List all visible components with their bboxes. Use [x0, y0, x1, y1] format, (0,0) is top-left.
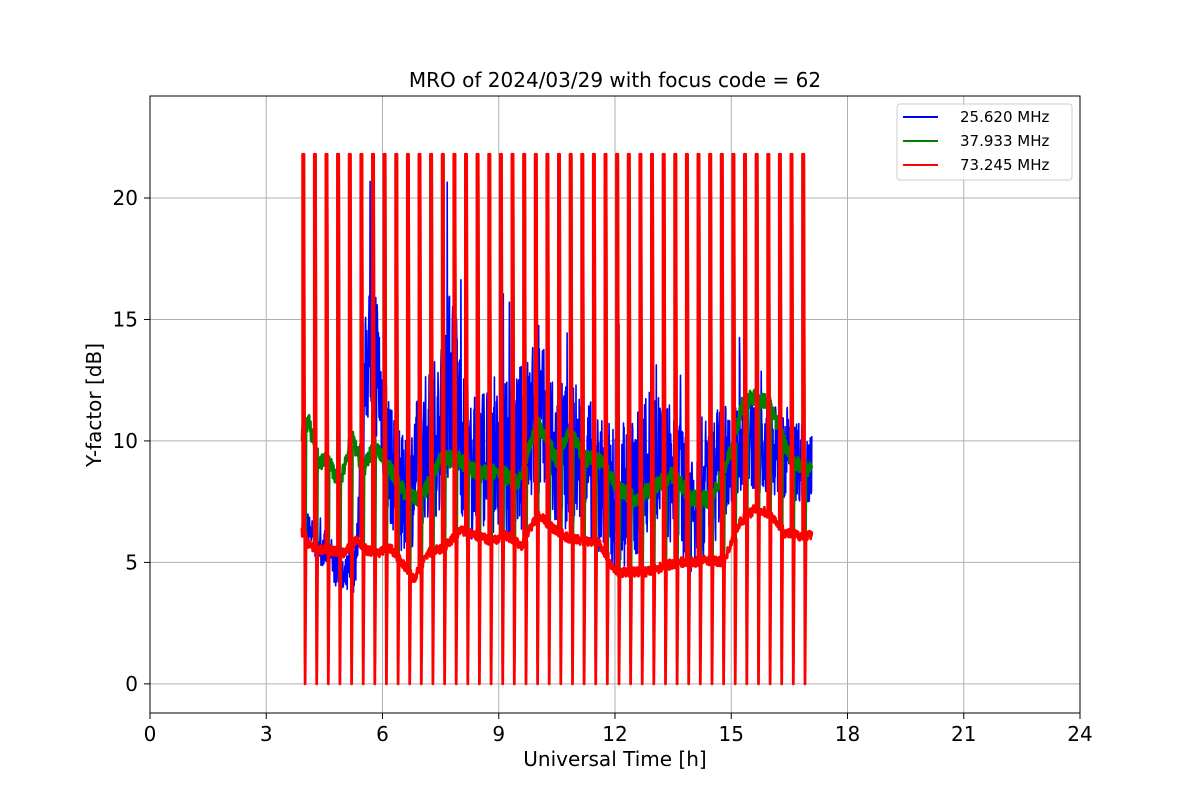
x-tick-label: 12 [602, 722, 627, 746]
y-tick-label: 5 [125, 550, 138, 574]
x-tick-label: 0 [144, 722, 157, 746]
legend-label-25620: 25.620 MHz [960, 108, 1049, 126]
series-line-73245 [300, 152, 814, 686]
x-tick-label: 21 [951, 722, 976, 746]
x-tick-label: 6 [376, 722, 389, 746]
y-tick-label: 10 [113, 429, 138, 453]
y-tick-label: 15 [113, 307, 138, 331]
series-layer [300, 152, 814, 686]
x-tick-label: 15 [719, 722, 744, 746]
chart-title: MRO of 2024/03/29 with focus code = 62 [409, 68, 821, 92]
legend-box [896, 103, 1073, 181]
x-tick-label: 24 [1067, 722, 1092, 746]
x-tick-label: 18 [835, 722, 860, 746]
legend-label-73245: 73.245 MHz [960, 156, 1049, 174]
x-axis-label: Universal Time [h] [523, 747, 706, 771]
x-tick-label: 9 [492, 722, 505, 746]
legend: 25.620 MHz 37.933 MHz 73.245 MHz [896, 103, 1073, 181]
legend-label-37933: 37.933 MHz [960, 132, 1049, 150]
x-tick-label: 3 [260, 722, 273, 746]
axis-ticks: 0 3 6 9 12 15 18 21 24 0 5 10 15 20 [113, 186, 1093, 746]
y-tick-label: 20 [113, 186, 138, 210]
y-axis-label: Y-factor [dB] [82, 343, 106, 468]
y-tick-label: 0 [125, 672, 138, 696]
